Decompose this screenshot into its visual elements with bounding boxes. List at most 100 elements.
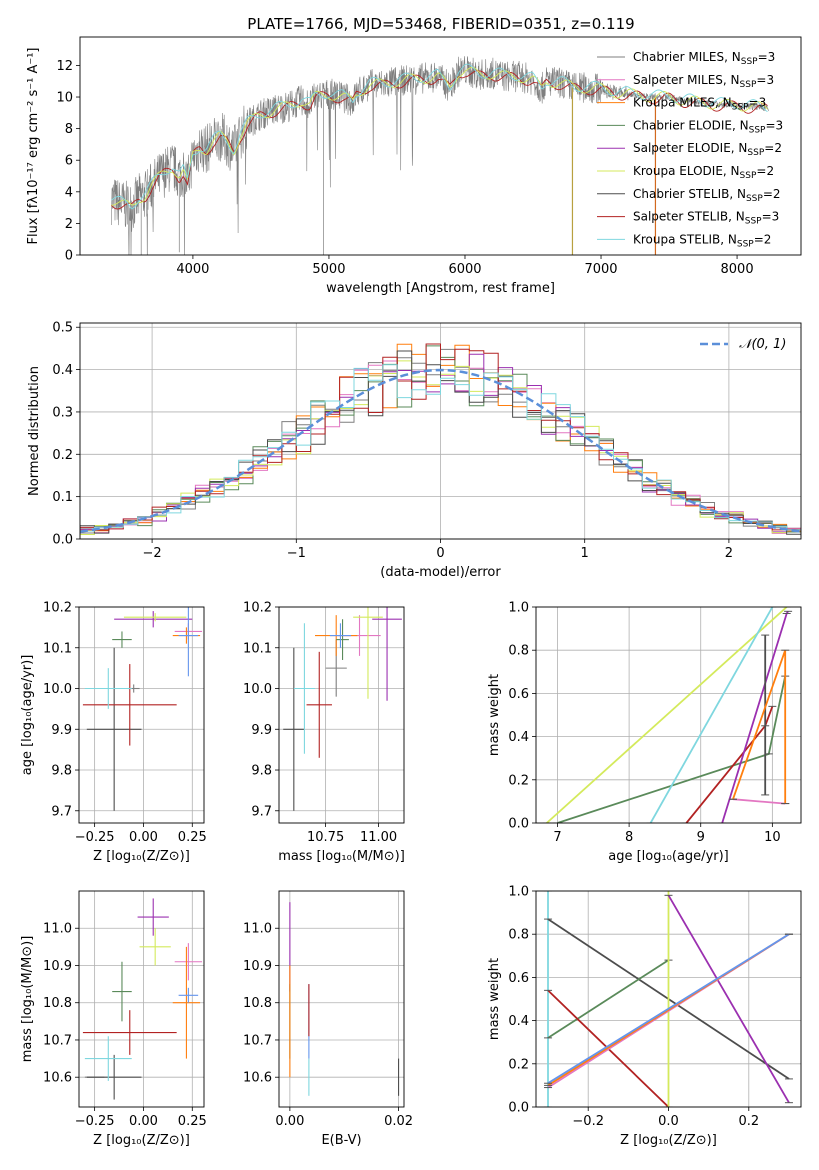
mass-weight-vs-Z-lines — [544, 891, 793, 1107]
legend-label: Salpeter STELIB, NSSP=3 — [633, 210, 779, 227]
y-tick-label: 0.8 — [508, 644, 529, 659]
histograms — [80, 343, 801, 538]
y-tick-label: 10.6 — [243, 1071, 272, 1086]
axes-frame — [535, 606, 802, 824]
y-tick-label: 0.5 — [52, 321, 73, 336]
y-tick-label: 0.2 — [508, 773, 529, 788]
weight-line-extra_blue — [547, 933, 790, 1084]
y-tick-label: 1.0 — [508, 601, 529, 616]
axes-frame — [278, 890, 405, 1108]
y-tick-label: 0.4 — [508, 730, 529, 745]
y-tick-label: 9.8 — [51, 764, 72, 779]
gaussian-curve — [80, 368, 801, 533]
x-tick-label: 2 — [725, 546, 733, 561]
x-tick-label: −2 — [143, 546, 162, 561]
x-tick-label: 0.00 — [129, 1114, 158, 1129]
legend-label: Chabrier MILES, NSSP=3 — [633, 50, 775, 67]
y-axis-label: mass [log₁₀(M/M⊙)] — [20, 936, 35, 1063]
y-tick-label: 0.0 — [508, 817, 529, 832]
y-tick-label: 10.1 — [243, 641, 272, 656]
y-tick-label: 8 — [65, 122, 73, 137]
y-tick-label: 10.9 — [43, 959, 72, 974]
x-tick-label: 8 — [625, 830, 633, 845]
axes-frame — [79, 322, 802, 540]
axes-frame — [79, 36, 802, 256]
y-tick-label: 0.3 — [52, 405, 73, 420]
x-tick-label: 0.2 — [738, 1114, 759, 1129]
model-fit-salpeter-stelib — [110, 70, 768, 210]
y-tick-label: 10.6 — [43, 1071, 72, 1086]
weight-line-kroupa-elodie — [546, 607, 788, 823]
y-tick-label: 0.0 — [508, 1101, 529, 1116]
mass-vs-Z-points — [82, 898, 203, 1100]
legend-label: Salpeter ELODIE, NSSP=2 — [633, 141, 782, 158]
y-tick-label: 9.9 — [251, 723, 272, 738]
x-axis-label: Z [log₁₀(Z/Z⊙)] — [93, 1133, 190, 1148]
age-vs-mass-points — [283, 607, 402, 811]
x-axis-label: Z [log₁₀(Z/Z⊙)] — [93, 849, 190, 864]
x-tick-label: 7 — [553, 830, 561, 845]
figure-title: PLATE=1766, MJD=53468, FIBERID=0351, z=0… — [247, 15, 634, 33]
x-tick-label: 4000 — [176, 262, 209, 277]
legend-label: Chabrier STELIB, NSSP=2 — [633, 187, 781, 204]
x-tick-label: 0.00 — [275, 1114, 304, 1129]
axes-frame — [78, 890, 205, 1108]
y-tick-label: 10.8 — [243, 996, 272, 1011]
x-tick-label: 0.25 — [178, 1114, 207, 1129]
y-tick-label: 10.8 — [43, 996, 72, 1011]
y-tick-label: 10.7 — [243, 1033, 272, 1048]
y-tick-label: 10.1 — [43, 641, 72, 656]
y-tick-label: 0.1 — [52, 490, 73, 505]
y-axis-label: Normed distribution — [27, 366, 42, 496]
y-tick-label: 0.2 — [508, 1057, 529, 1072]
y-axis-label: age [log₁₀(age/yr)] — [20, 655, 35, 776]
y-tick-label: 10.7 — [43, 1033, 72, 1048]
x-tick-label: −0.25 — [75, 830, 115, 845]
x-axis-label: Z [log₁₀(Z/Z⊙)] — [620, 1133, 717, 1148]
y-tick-label: 10.2 — [243, 601, 272, 616]
x-tick-label: 0.02 — [384, 1114, 413, 1129]
x-tick-label: 9 — [697, 830, 705, 845]
x-tick-label: 10.75 — [307, 830, 344, 845]
weight-line-chabrier-elodie — [547, 959, 669, 1039]
y-tick-label: 10.9 — [243, 959, 272, 974]
y-tick-label: 0.4 — [508, 1014, 529, 1029]
age-vs-Z-points — [82, 607, 203, 811]
mass-vs-EBV-points — [289, 902, 400, 1096]
weight-line-salpeter-elodie — [721, 610, 789, 823]
y-tick-label: 0 — [65, 249, 73, 264]
weight-line-kroupa-miles — [732, 649, 787, 804]
x-tick-label: 0.00 — [129, 830, 158, 845]
y-tick-label: 10.0 — [243, 682, 272, 697]
y-tick-label: 6 — [65, 154, 73, 169]
x-tick-label: 0.0 — [658, 1114, 679, 1129]
x-tick-label: 11.00 — [360, 830, 397, 845]
x-tick-label: −0.2 — [572, 1114, 604, 1129]
x-axis-label: wavelength [Angstrom, rest frame] — [326, 281, 555, 296]
mass-weight-vs-age-lines — [542, 607, 793, 823]
x-tick-label: 10 — [764, 830, 781, 845]
x-tick-label: −1 — [287, 546, 306, 561]
legend-label: Chabrier ELODIE, NSSP=3 — [633, 118, 783, 135]
y-tick-label: 11.0 — [243, 922, 272, 937]
x-tick-label: 0.25 — [178, 830, 207, 845]
y-tick-label: 0.0 — [52, 533, 73, 548]
x-tick-label: 8000 — [721, 262, 754, 277]
legend-label: Kroupa MILES, NSSP=3 — [633, 96, 766, 113]
y-tick-label: 11.0 — [43, 922, 72, 937]
y-tick-label: 10 — [56, 91, 73, 106]
y-tick-label: 10.0 — [43, 682, 72, 697]
y-tick-label: 4 — [65, 185, 73, 200]
y-tick-label: 9.7 — [51, 804, 72, 819]
x-tick-label: 1 — [581, 546, 589, 561]
axes-frame — [278, 606, 405, 824]
x-tick-label: 5000 — [312, 262, 345, 277]
legend-label: 𝒩(0, 1) — [739, 337, 786, 352]
x-tick-label: 0 — [436, 546, 444, 561]
y-axis-label: mass weight — [487, 674, 502, 756]
y-tick-label: 10.2 — [43, 601, 72, 616]
weight-line-kroupa-stelib — [649, 607, 774, 823]
model-fit-kroupa-stelib — [111, 63, 768, 210]
y-tick-label: 0.6 — [508, 687, 529, 702]
